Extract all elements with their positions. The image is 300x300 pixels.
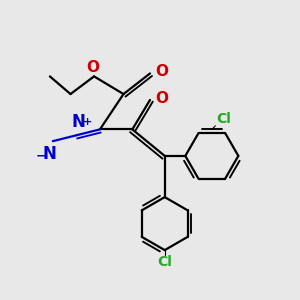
Text: O: O <box>155 64 168 80</box>
Text: −: − <box>35 149 46 162</box>
Text: N: N <box>42 145 56 163</box>
Text: +: + <box>83 117 92 127</box>
Text: Cl: Cl <box>157 255 172 269</box>
Text: O: O <box>155 91 168 106</box>
Text: Cl: Cl <box>216 112 231 126</box>
Text: N: N <box>72 113 86 131</box>
Text: O: O <box>86 60 99 75</box>
